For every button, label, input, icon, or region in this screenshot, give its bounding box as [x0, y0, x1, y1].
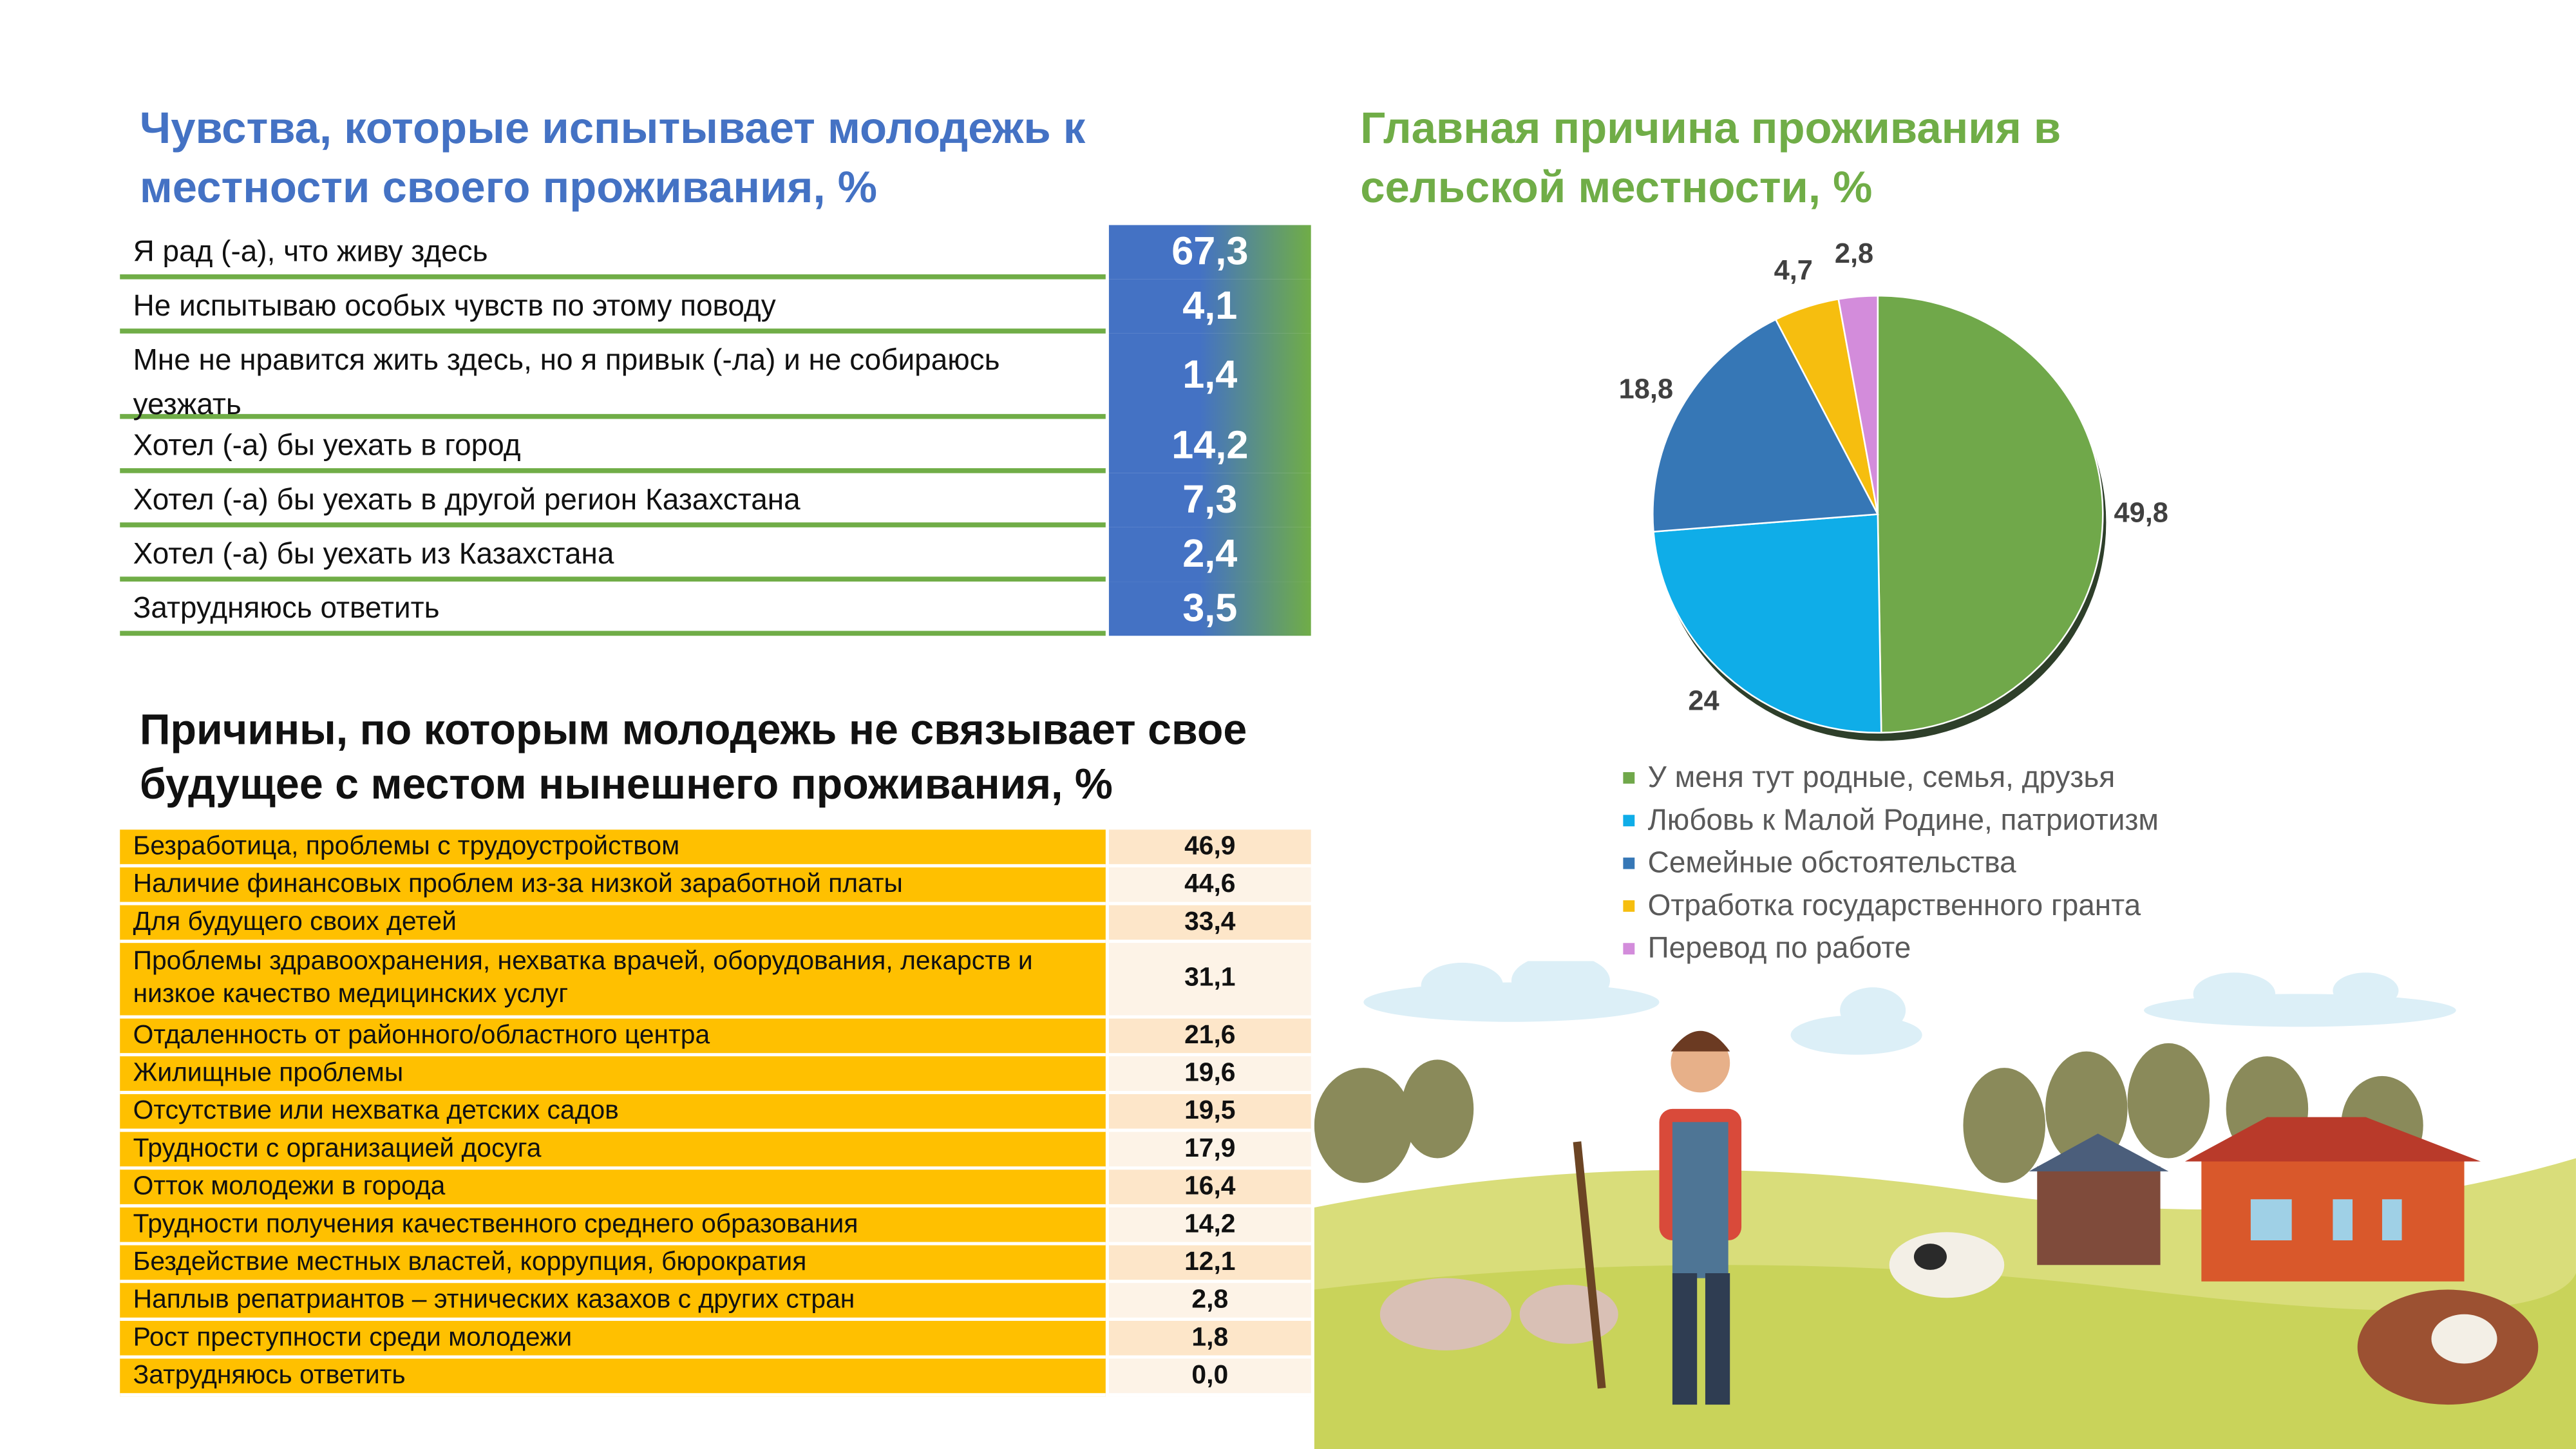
reasons-row: Рост преступности среди молодежи 1,8	[120, 1321, 1311, 1359]
legend-swatch	[1623, 771, 1635, 783]
reasons-label: Для будущего своих детей	[120, 905, 1106, 943]
legend-label: Любовь к Малой Родине, патриотизм	[1647, 802, 2159, 836]
pie-data-label: 24	[1688, 686, 1719, 717]
legend-item: У меня тут родные, семья, друзья	[1623, 755, 2159, 798]
farmer	[1573, 1030, 1742, 1405]
reasons-row: Трудности с организацией досуга 17,9	[120, 1132, 1311, 1170]
reasons-row: Проблемы здравоохранения, нехватка враче…	[120, 943, 1311, 1019]
feelings-label: Затрудняюсь ответить	[120, 582, 1106, 636]
reasons-row: Трудности получения качественного средне…	[120, 1207, 1311, 1245]
legend-swatch	[1623, 814, 1635, 826]
reasons-label: Отдаленность от районного/областного цен…	[120, 1018, 1106, 1057]
reasons-row: Отсутствие или нехватка детских садов 19,…	[120, 1094, 1311, 1132]
field-front	[1314, 1265, 2576, 1449]
feelings-value: 7,3	[1108, 473, 1311, 527]
feelings-label: Не испытываю особых чувств по этому пово…	[120, 279, 1106, 334]
reasons-label: Бездействие местных властей, коррупция, …	[120, 1245, 1106, 1283]
reasons-label: Отток молодежи в города	[120, 1170, 1106, 1208]
pie-data-label: 2,8	[1835, 238, 1873, 269]
feelings-value: 4,1	[1108, 279, 1311, 334]
feelings-value: 1,4	[1108, 333, 1311, 419]
pie-legend: У меня тут родные, семья, друзья Любовь к…	[1623, 755, 2159, 969]
feelings-label: Хотел (-а) бы уехать из Казахстана	[120, 527, 1106, 582]
reasons-value: 31,1	[1108, 943, 1311, 1019]
pie-slice	[1837, 294, 1879, 515]
feelings-title: Чувства, которые испытывает молодежь к м…	[139, 103, 1086, 213]
feelings-value: 3,5	[1108, 582, 1311, 636]
legend-label: Перевод по работе	[1647, 931, 1911, 964]
legend-swatch	[1623, 942, 1635, 954]
pie-data-label: 18,8	[1619, 374, 1673, 404]
clouds	[1363, 961, 2456, 1055]
reasons-row: Безработица, проблемы с трудоустройством…	[120, 829, 1311, 867]
reasons-value: 46,9	[1108, 829, 1311, 867]
reasons-value: 1,8	[1108, 1321, 1311, 1359]
reasons-value: 12,1	[1108, 1245, 1311, 1283]
legend-swatch	[1623, 899, 1635, 911]
reasons-value: 33,4	[1108, 905, 1311, 943]
legend-label: Отработка государственного гранта	[1647, 887, 2141, 921]
feelings-label: Мне не нравится жить здесь, но я привык …	[120, 334, 1106, 421]
cows	[1889, 1232, 2539, 1405]
reasons-label: Трудности получения качественного средне…	[120, 1207, 1106, 1245]
feelings-label: Хотел (-а) бы уехать в город	[120, 419, 1106, 473]
reasons-label: Затрудняюсь ответить	[120, 1358, 1106, 1397]
reasons-row: Отдаленность от районного/областного цен…	[120, 1018, 1311, 1057]
reasons-title: Причины, по которым молодежь не связывае…	[139, 705, 1247, 809]
reasons-value: 2,8	[1108, 1283, 1311, 1321]
reasons-label: Безработица, проблемы с трудоустройством	[120, 829, 1106, 867]
feelings-row: Хотел (-а) бы уехать в другой регион Каз…	[120, 473, 1311, 527]
pie-slice	[1877, 294, 2104, 734]
legend-item: Семейные обстоятельства	[1623, 841, 2159, 884]
feelings-row: Хотел (-а) бы уехать в город 14,2	[120, 419, 1311, 473]
reasons-value: 17,9	[1108, 1132, 1311, 1170]
legend-item: Отработка государственного гранта	[1623, 884, 2159, 926]
reasons-row: Отток молодежи в города 16,4	[120, 1170, 1311, 1208]
legend-swatch	[1623, 857, 1635, 869]
reasons-row: Для будущего своих детей 33,4	[120, 905, 1311, 943]
barn	[2029, 1117, 2481, 1282]
pie-chart: 49,8 24 18,8 4,7 2,8	[1619, 238, 2168, 741]
reasons-label: Проблемы здравоохранения, нехватка враче…	[120, 943, 1106, 1019]
reasons-value: 14,2	[1108, 1207, 1311, 1245]
reasons-label: Наплыв репатриантов – этнических казахов…	[120, 1283, 1106, 1321]
feelings-row: Я рад (-а), что живу здесь 67,3	[120, 225, 1311, 279]
reasons-label: Наличие финансовых проблем из-за низкой …	[120, 867, 1106, 905]
reasons-label: Рост преступности среди молодежи	[120, 1321, 1106, 1359]
pie-data-label: 4,7	[1774, 255, 1813, 286]
reasons-label: Жилищные проблемы	[120, 1056, 1106, 1094]
pie-chart-title: Главная причина проживания в сельской ме…	[1360, 103, 2061, 213]
reasons-label: Отсутствие или нехватка детских садов	[120, 1094, 1106, 1132]
reasons-row: Бездействие местных властей, коррупция, …	[120, 1245, 1311, 1283]
feelings-value: 67,3	[1108, 225, 1311, 279]
reasons-row: Наличие финансовых проблем из-за низкой …	[120, 867, 1311, 905]
reasons-value: 21,6	[1108, 1018, 1311, 1057]
legend-label: У меня тут родные, семья, друзья	[1647, 759, 2116, 793]
legend-item: Перевод по работе	[1623, 927, 2159, 969]
feelings-row: Хотел (-а) бы уехать из Казахстана 2,4	[120, 527, 1311, 582]
pie-slice	[1652, 318, 1879, 533]
pie-slice	[1653, 513, 1882, 734]
feelings-label: Хотел (-а) бы уехать в другой регион Каз…	[120, 473, 1106, 527]
legend-label: Семейные обстоятельства	[1647, 845, 2016, 878]
reasons-value: 19,6	[1108, 1056, 1311, 1094]
reasons-row: Жилищные проблемы 19,6	[120, 1056, 1311, 1094]
reasons-value: 16,4	[1108, 1170, 1311, 1208]
reasons-value: 44,6	[1108, 867, 1311, 905]
legend-item: Любовь к Малой Родине, патриотизм	[1623, 799, 2159, 841]
feelings-value: 2,4	[1108, 527, 1311, 582]
feelings-value: 14,2	[1108, 419, 1311, 473]
feelings-row: Не испытываю особых чувств по этому пово…	[120, 279, 1311, 334]
feelings-label: Я рад (-а), что живу здесь	[120, 225, 1106, 279]
feelings-row: Затрудняюсь ответить 3,5	[120, 582, 1311, 636]
reasons-row: Затрудняюсь ответить 0,0	[120, 1358, 1311, 1397]
reasons-value: 0,0	[1108, 1358, 1311, 1397]
reasons-label: Трудности с организацией досуга	[120, 1132, 1106, 1170]
pie-data-label: 49,8	[2114, 498, 2168, 529]
reasons-value: 19,5	[1108, 1094, 1311, 1132]
reasons-row: Наплыв репатриантов – этнических казахов…	[120, 1283, 1311, 1321]
farm-illustration	[1314, 961, 2576, 1449]
feelings-row: Мне не нравится жить здесь, но я привык …	[120, 333, 1311, 421]
